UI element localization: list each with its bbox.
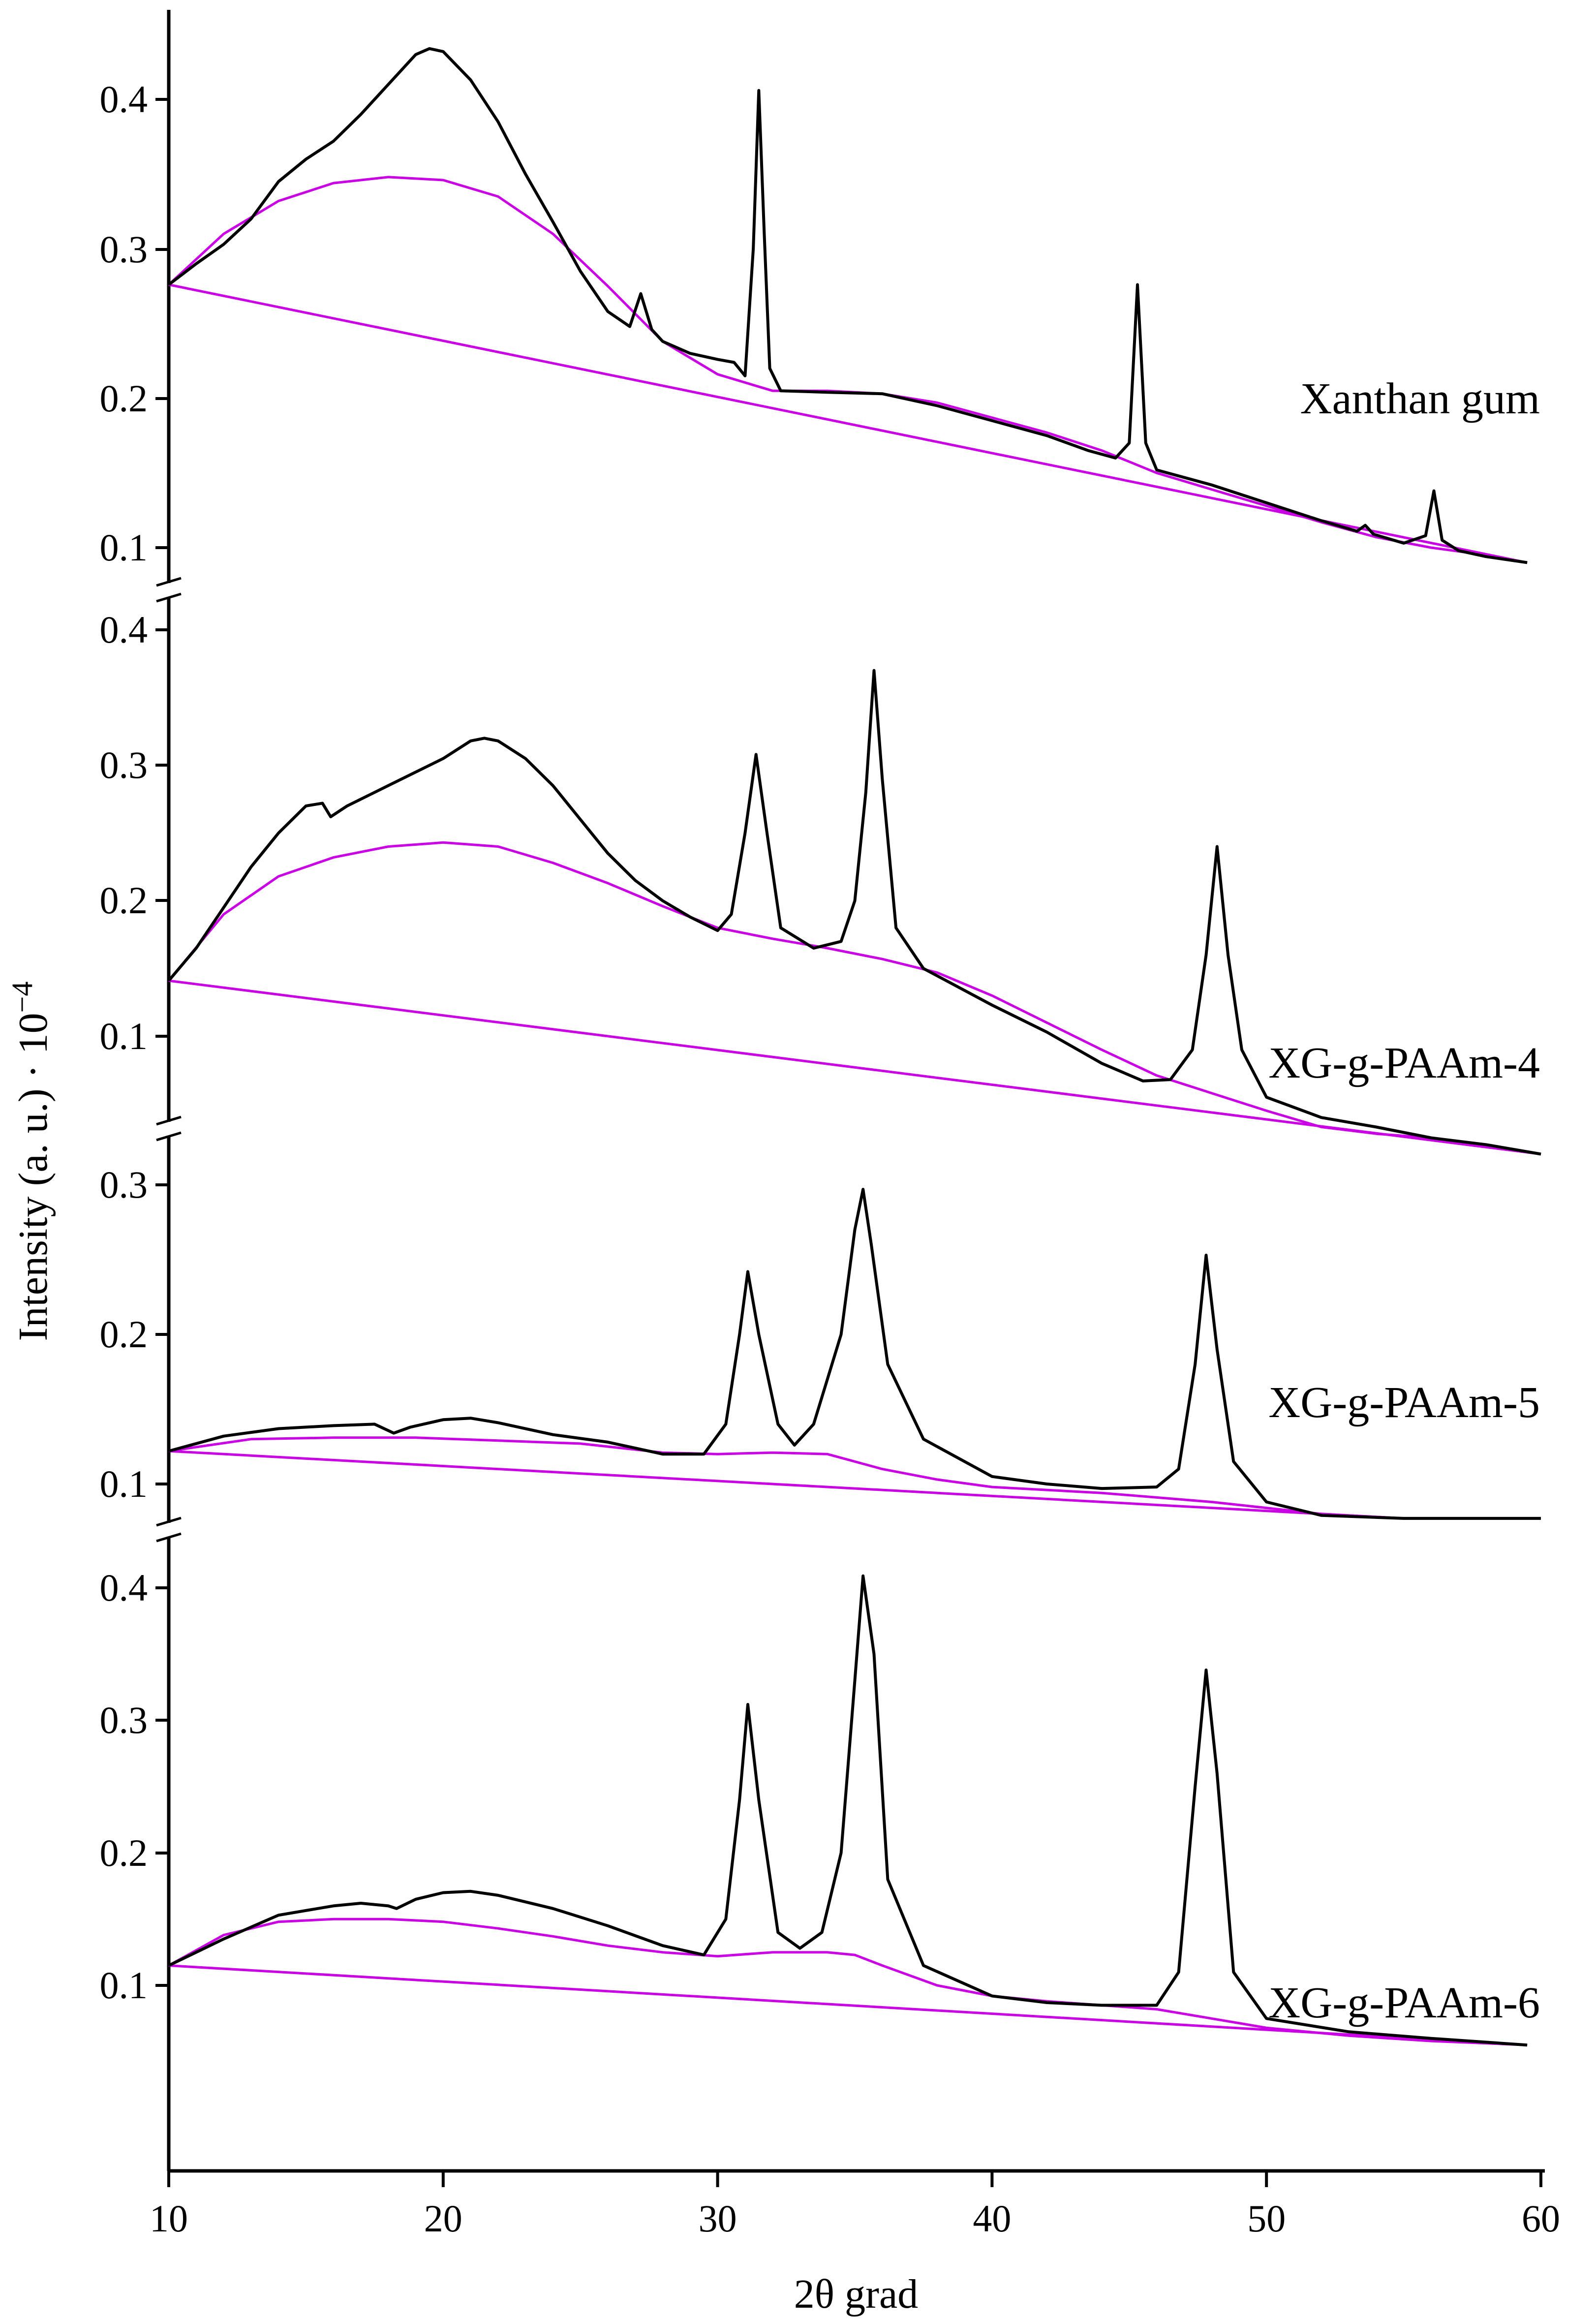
panel-3-y-tick-label-0.3: 0.3	[100, 1163, 148, 1206]
panel-1-y-tick-label-0.4: 0.4	[100, 78, 148, 121]
x-axis-label: 2θ grad	[794, 2271, 919, 2317]
y-axis-label-superscript: −4	[6, 981, 38, 1013]
panel-4-y-tick-label-0.1: 0.1	[100, 1964, 148, 2007]
panel-1: 0.1 0.2 0.3 0.4 Xanthan gum	[100, 47, 1540, 569]
panel-1-y-tick-label-0.1: 0.1	[100, 526, 148, 569]
y-axis-label: Intensity (a. u.) · 10−4	[6, 981, 56, 1341]
svg-text:Intensity (a. u.) · 10−4: Intensity (a. u.) · 10−4	[6, 981, 56, 1341]
panel-2-series-label: XG-g-PAAm-4	[1268, 1039, 1540, 1087]
x-tick-label-20: 20	[424, 2197, 462, 2240]
panel-4-y-tick-label-0.4: 0.4	[100, 1566, 148, 1609]
panel-2-measured-line	[167, 669, 1541, 1156]
panel-2-y-tick-label-0.3: 0.3	[100, 743, 148, 786]
axis-break-2	[156, 1115, 182, 1142]
panel-2-y-tick-label-0.4: 0.4	[100, 608, 148, 651]
panel-3: 0.1 0.2 0.3 XG-g-PAAm-5	[100, 1163, 1541, 1520]
panel-1-y-tick-label-0.3: 0.3	[100, 228, 148, 271]
panel-1-measured-line	[168, 47, 1528, 564]
axis-break-1	[156, 577, 182, 603]
panel-4-y-tick-label-0.2: 0.2	[100, 1831, 148, 1874]
y-axis-label-text: Intensity (a. u.) · 10	[10, 1013, 56, 1341]
panel-2-y-tick-label-0.2: 0.2	[100, 879, 148, 922]
panel-1-y-tick-label-0.2: 0.2	[100, 377, 148, 420]
panel-4-measured-line	[168, 1574, 1528, 2047]
panel-2-y-tick-label-0.1: 0.1	[100, 1015, 148, 1057]
panel-3-measured-line	[168, 1188, 1541, 1520]
panel-4-amorphous-fit-line	[168, 1917, 1528, 2046]
panel-3-series-label: XG-g-PAAm-5	[1268, 1378, 1540, 1427]
panel-2-amorphous-fit-line	[168, 841, 1541, 1155]
panel-4: 0.1 0.2 0.3 0.4 XG-g-PAAm-6	[100, 1566, 1540, 2047]
panel-4-y-tick-label-0.3: 0.3	[100, 1699, 148, 1741]
x-tick-label-60: 60	[1522, 2197, 1560, 2240]
x-tick-label-10: 10	[150, 2197, 188, 2240]
panel-1-series-label: Xanthan gum	[1300, 374, 1540, 423]
panel-3-baseline-line	[168, 1450, 1404, 1520]
panel-3-y-tick-label-0.2: 0.2	[100, 1313, 148, 1356]
axis-break-3	[156, 1516, 182, 1543]
panel-3-y-tick-label-0.1: 0.1	[100, 1462, 148, 1505]
x-tick-label-30: 30	[699, 2197, 737, 2240]
x-tick-label-50: 50	[1247, 2197, 1286, 2240]
panels: 0.1 0.2 0.3 0.4 Xanthan gum 0.1 0.2 0.3 0.4 XG-g-…	[100, 47, 1541, 2047]
panel-1-amorphous-fit-line	[168, 176, 1528, 564]
panel-3-amorphous-fit-line	[168, 1436, 1404, 1520]
panel-4-series-label: XG-g-PAAm-6	[1268, 1979, 1540, 2027]
panel-2: 0.1 0.2 0.3 0.4 XG-g-PAAm-4	[100, 608, 1541, 1156]
x-ticks: 10 20 30 40 50 60	[150, 2171, 1560, 2240]
x-tick-label-40: 40	[973, 2197, 1011, 2240]
